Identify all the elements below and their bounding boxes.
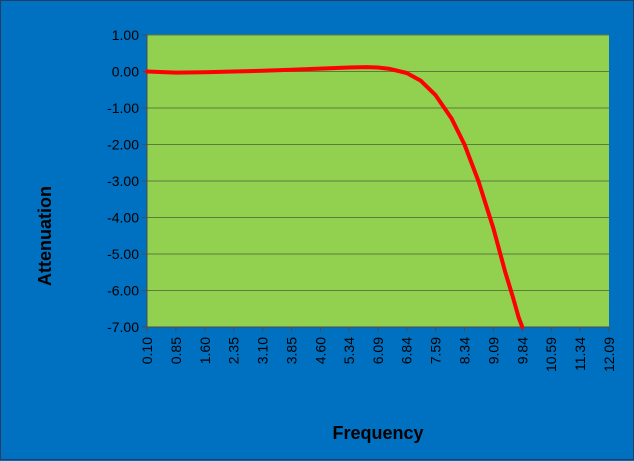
x-tick-label: 11.34: [572, 337, 588, 371]
x-tick-label: 5.34: [341, 337, 357, 364]
x-tick-label: 6.84: [399, 337, 415, 364]
x-tick-label: 8.34: [457, 337, 473, 364]
x-tick-label: 9.09: [485, 337, 501, 364]
y-tick-label: -1.00: [107, 100, 139, 116]
y-tick-labels: 1.00 0.00 -1.00 -2.00 -3.00 -4.00 -5.00 -6.00 -7…: [107, 27, 139, 335]
x-tick-label: 9.84: [514, 337, 530, 364]
y-tick-label: -2.00: [107, 137, 139, 153]
x-tick-label: 0.10: [139, 337, 155, 364]
x-tick-label: 3.10: [255, 337, 271, 364]
x-tick-labels: 0.10 0.85 1.60 2.35 3.10 3.85 4.60 5.34 6.09 6.84…: [139, 337, 617, 372]
x-tick-label: 7.59: [428, 337, 444, 364]
y-tick-label: 0.00: [112, 64, 139, 80]
y-axis-title: Attenuation: [35, 186, 55, 286]
x-tick-label: 3.85: [283, 337, 299, 364]
y-tick-label: -6.00: [107, 283, 139, 299]
x-tick-label: 4.60: [312, 337, 328, 364]
y-tick-label: -4.00: [107, 210, 139, 226]
x-tick-label: 1.60: [197, 337, 213, 364]
x-tick-label: 12.09: [601, 337, 617, 372]
y-tick-label: -3.00: [107, 173, 139, 189]
x-tick-label: 10.59: [543, 337, 559, 372]
x-tick-label: 2.35: [226, 337, 242, 364]
y-tick-label: 1.00: [112, 27, 139, 43]
y-tick-label: -5.00: [107, 246, 139, 262]
x-axis-title: Frequency: [332, 423, 423, 443]
y-tick-label: -7.00: [107, 319, 139, 335]
x-tick-label: 6.09: [370, 337, 386, 364]
x-tick-label: 0.85: [168, 337, 184, 364]
